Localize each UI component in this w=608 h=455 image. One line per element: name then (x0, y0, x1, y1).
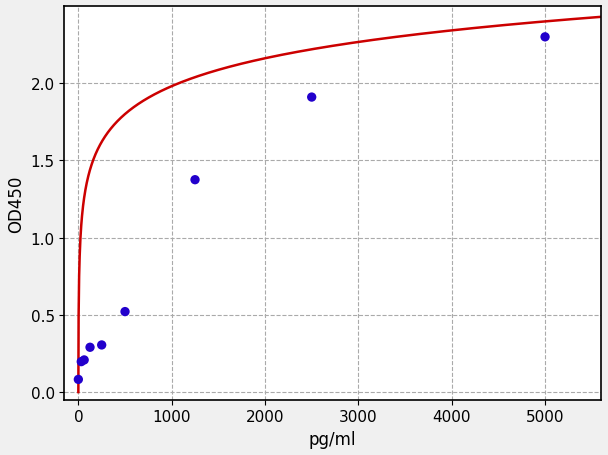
Point (190, 177, 200, 184)
Point (307, 94, 317, 101)
Point (77, 358, 86, 365)
Point (79, 357, 89, 364)
X-axis label: pg/ml: pg/ml (309, 430, 356, 448)
Point (85, 344, 95, 351)
Point (97, 342, 106, 349)
Y-axis label: OD450: OD450 (7, 175, 25, 232)
Point (74, 376, 83, 383)
Point (540, 34, 550, 41)
Point (120, 308, 130, 316)
